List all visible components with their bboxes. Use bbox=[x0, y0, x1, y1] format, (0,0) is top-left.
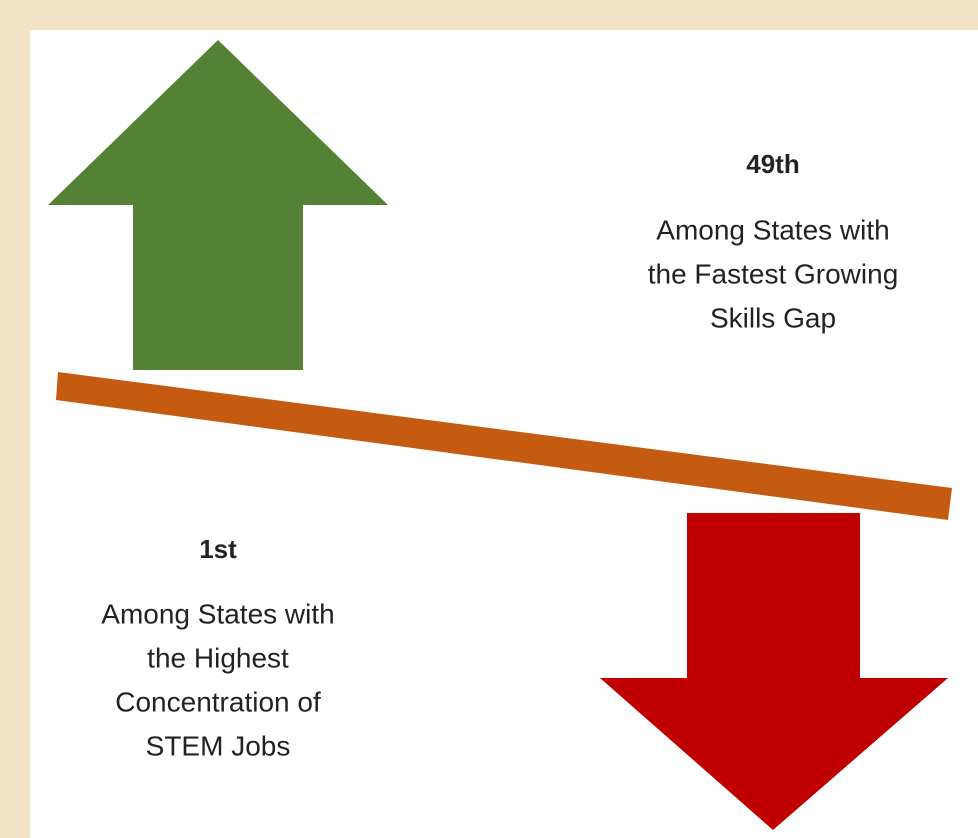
description-line: the Highest bbox=[147, 642, 289, 673]
rank: 1st bbox=[199, 534, 237, 564]
description-line: Concentration of bbox=[115, 686, 321, 717]
balance-beam bbox=[56, 372, 952, 520]
description-line: Among States with bbox=[656, 214, 889, 245]
description-line: Skills Gap bbox=[710, 302, 836, 333]
description-line: the Fastest Growing bbox=[648, 258, 899, 289]
down-arrow bbox=[600, 513, 948, 830]
rank: 49th bbox=[746, 149, 799, 179]
up-arrow bbox=[48, 40, 388, 370]
description-line: STEM Jobs bbox=[146, 730, 291, 761]
description-line: Among States with bbox=[101, 598, 334, 629]
